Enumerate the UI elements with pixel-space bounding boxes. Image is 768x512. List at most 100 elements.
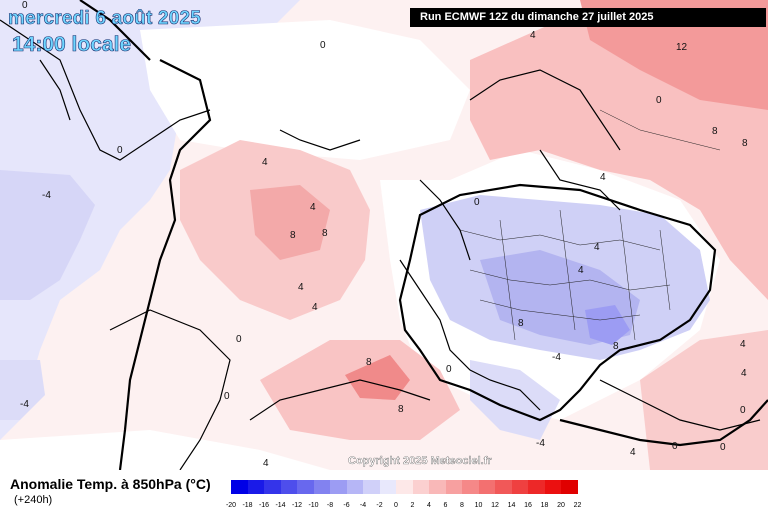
scale-swatch <box>264 480 281 494</box>
contour-label: 8 <box>613 341 619 352</box>
scale-tick-label: 8 <box>460 502 464 509</box>
contour-label: 0 <box>224 391 230 402</box>
scale-tick-label: 18 <box>540 502 549 509</box>
model-run-banner: Run ECMWF 12Z du dimanche 27 juillet 202… <box>410 8 766 27</box>
scale-swatch <box>429 480 446 494</box>
scale-swatch <box>313 480 330 494</box>
scale-tick-label: 0 <box>394 502 398 509</box>
contour-label: 4 <box>600 172 606 183</box>
neutral-zone-south <box>0 430 330 470</box>
color-scale-labels: -20 -18 -16 -14 -12 -10 -8 -6 -4 -2 0 2 4 6 8 10 12 14 16 1… <box>226 502 581 512</box>
scale-swatch <box>544 480 561 494</box>
color-scale <box>231 480 578 494</box>
warm-anomaly-southeast <box>640 330 768 470</box>
scale-swatch <box>396 480 413 494</box>
cold-anomaly-west-sw <box>0 360 45 420</box>
contour-label: 0 <box>720 442 726 453</box>
contour-label: 4 <box>630 447 636 458</box>
zero-contours <box>79 0 768 470</box>
scale-swatch <box>297 480 314 494</box>
scale-tick-label: -12 <box>291 502 303 509</box>
contour-label: 4 <box>578 265 584 276</box>
scale-tick-label: -18 <box>242 502 253 509</box>
contour-label: -4 <box>20 399 29 410</box>
contour-label: 8 <box>518 318 524 329</box>
scale-swatch <box>330 480 347 494</box>
contour-label: 4 <box>263 458 269 469</box>
scale-tick-label: -14 <box>275 502 286 509</box>
scale-swatch <box>462 480 479 494</box>
forecast-date: mercredi 6 août 2025 <box>8 8 202 30</box>
contour-label: 0 <box>22 0 28 11</box>
contour-label: -4 <box>536 438 545 449</box>
scale-swatch <box>561 480 578 494</box>
warm-anomaly-northeast-core <box>580 0 768 110</box>
contour-label: 0 <box>672 441 678 452</box>
contour-label: -4 <box>42 190 51 201</box>
contour-label: 0 <box>446 364 452 375</box>
contour-label: 4 <box>298 282 304 293</box>
scale-swatch <box>478 480 495 494</box>
contour-label: 8 <box>366 357 372 368</box>
contour-label: 0 <box>474 197 480 208</box>
scale-tick-label: 16 <box>524 502 532 509</box>
neutral-zone-north <box>140 20 470 160</box>
scale-tick-label: -2 <box>376 502 383 509</box>
scale-tick-label: -8 <box>326 502 334 509</box>
contour-label: 4 <box>312 302 318 313</box>
scale-swatch <box>346 480 363 494</box>
scale-tick-label: 6 <box>443 502 448 509</box>
scale-tick-label: -16 <box>258 502 270 509</box>
scale-tick-label: -10 <box>308 502 319 509</box>
contour-label: 0 <box>236 334 242 345</box>
contour-label: 4 <box>530 30 536 41</box>
contour-label: 0 <box>656 95 662 106</box>
cold-anomaly-west-core <box>0 170 95 300</box>
scale-tick-label: 4 <box>427 502 431 509</box>
contour-label: 0 <box>320 40 326 51</box>
scale-swatch <box>379 480 396 494</box>
contour-labels: 0 4 -4 4 8 8 4 4 0 0 0 4 8 8 8 0 0 -4 12… <box>20 0 748 469</box>
scale-tick-label: 20 <box>557 502 565 509</box>
contour-label: 8 <box>712 126 718 137</box>
scale-swatch <box>363 480 380 494</box>
scale-swatch <box>528 480 545 494</box>
scale-swatch <box>495 480 512 494</box>
warm-anomaly-atlantic-core <box>250 185 330 260</box>
scale-swatch <box>445 480 462 494</box>
contour-label: 8 <box>322 228 328 239</box>
copyright-text: Copyright 2025 Meteociel.fr <box>348 455 492 467</box>
contour-label: 4 <box>741 368 747 379</box>
scale-swatch <box>231 480 248 494</box>
country-borders <box>459 109 721 341</box>
contour-label: 8 <box>290 230 296 241</box>
contour-label: 4 <box>594 242 600 253</box>
cold-anomaly-balkans <box>585 305 630 345</box>
legend-title: Anomalie Temp. à 850hPa (°C) <box>10 476 211 492</box>
scale-tick-label: 14 <box>507 502 516 509</box>
legend-subtitle: (+240h) <box>14 494 53 506</box>
coastlines <box>0 19 761 470</box>
scale-tick-label: -4 <box>359 502 367 509</box>
scale-tick-label: -20 <box>225 502 237 509</box>
contour-label: 4 <box>740 339 746 350</box>
contour-label: 0 <box>740 405 746 416</box>
forecast-time: 14:00 locale <box>12 33 132 57</box>
scale-swatch <box>247 480 264 494</box>
scale-tick-label: -6 <box>343 502 350 509</box>
cold-anomaly-west <box>0 0 300 440</box>
contour-label: 8 <box>742 138 748 149</box>
scale-swatch <box>280 480 297 494</box>
contour-label: 4 <box>262 157 268 168</box>
contour-label: -4 <box>552 352 561 363</box>
anomaly-map: 0 4 -4 4 8 8 4 4 0 0 0 4 8 8 8 0 0 -4 12… <box>0 0 768 470</box>
scale-swatch <box>412 480 429 494</box>
scale-tick-label: 2 <box>410 502 415 509</box>
scale-swatch <box>511 480 528 494</box>
contour-label: 4 <box>310 202 316 213</box>
scale-tick-label: 22 <box>573 502 582 509</box>
scale-tick-label: 10 <box>474 502 483 509</box>
contour-label: 0 <box>117 145 123 156</box>
contour-label: 12 <box>676 42 688 53</box>
scale-tick-label: 12 <box>491 502 499 509</box>
